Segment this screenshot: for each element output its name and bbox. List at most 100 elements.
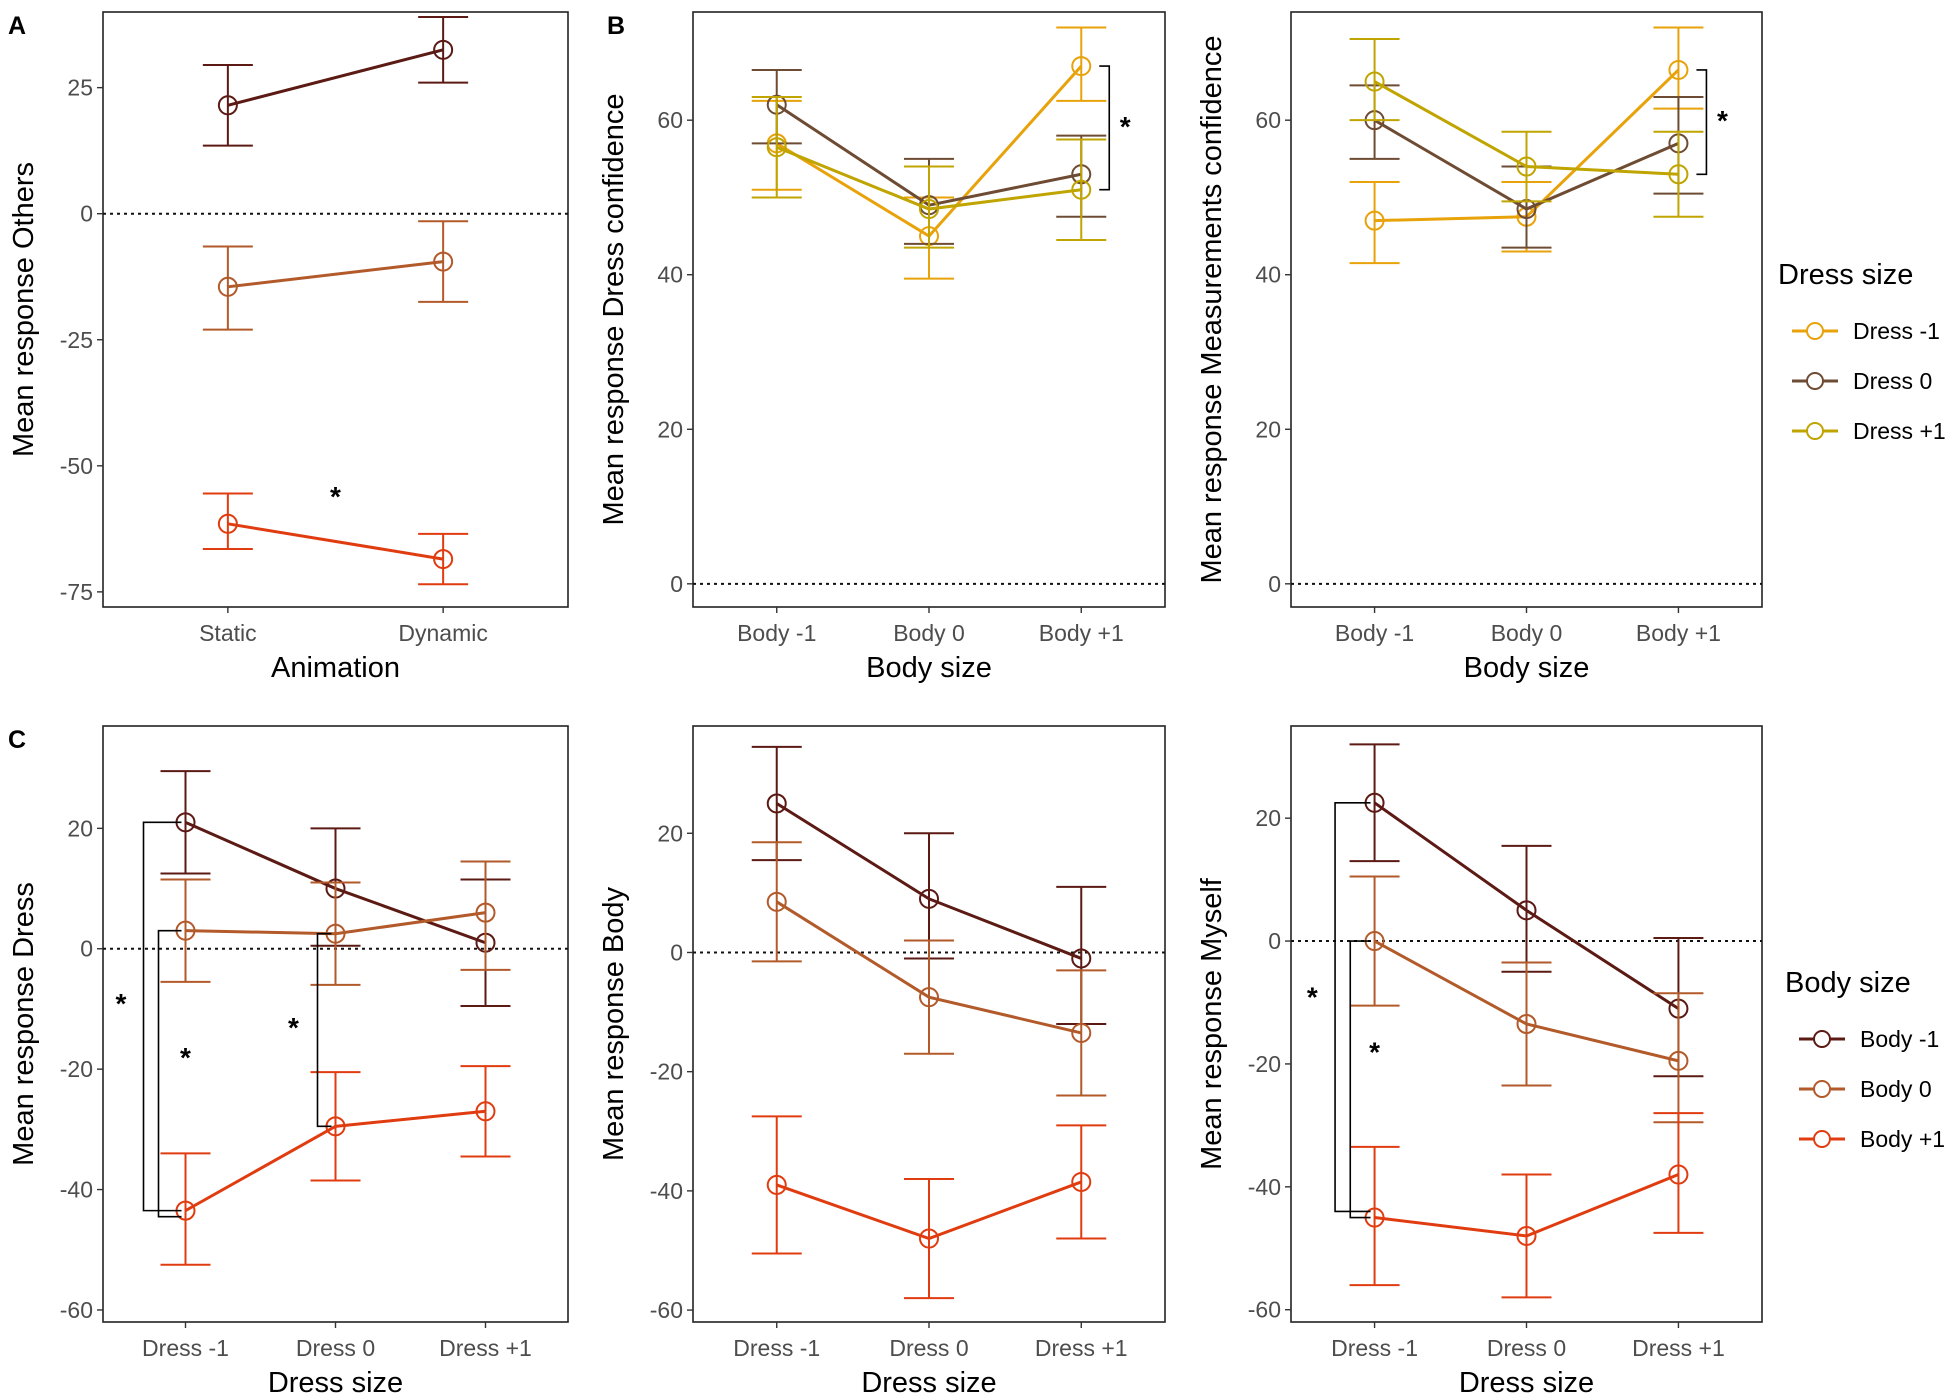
- series-body-1: [1349, 743, 1704, 1078]
- x-tick-label: Body +1: [1039, 620, 1124, 646]
- x-axis-title: Dress size: [268, 1367, 403, 1399]
- legend-label: Body -1: [1860, 1026, 1939, 1052]
- legend-key-marker: [1813, 1030, 1831, 1048]
- series-dress-1: [1349, 38, 1704, 218]
- data-point: [217, 95, 238, 116]
- series-body-1: [1349, 1112, 1704, 1299]
- data-point: [217, 513, 238, 534]
- significance-star: *: [1369, 1037, 1380, 1068]
- series-line: [227, 48, 444, 107]
- y-tick-label: 60: [1255, 107, 1281, 133]
- data-point: [919, 1228, 939, 1249]
- y-axis-title: Mean response Others: [8, 162, 40, 457]
- panel-label: B: [607, 12, 625, 40]
- series-body-1: [160, 1065, 511, 1266]
- x-tick-label: Dress -1: [1331, 1335, 1418, 1361]
- data-point: [1668, 164, 1689, 185]
- series-body-0: [160, 860, 511, 986]
- data-point: [1668, 1050, 1689, 1071]
- legend-title: Dress size: [1778, 259, 1913, 291]
- y-tick-label: -20: [60, 1056, 93, 1082]
- y-tick-label: -40: [60, 1177, 93, 1203]
- legend-item: Dress -1: [1792, 318, 1940, 344]
- data-point: [1364, 71, 1385, 92]
- data-point: [1516, 1225, 1537, 1246]
- data-point: [1516, 1014, 1537, 1034]
- y-tick-label: 20: [657, 416, 683, 442]
- data-point: [766, 891, 787, 912]
- x-tick-label: Dress +1: [1035, 1335, 1128, 1361]
- x-tick-label: Dress 0: [889, 1335, 968, 1361]
- y-tick-label: -40: [1248, 1174, 1281, 1200]
- data-point: [475, 1101, 496, 1122]
- x-tick-label: Dress -1: [142, 1335, 229, 1361]
- y-tick-label: 40: [657, 262, 683, 288]
- y-tick-label: 25: [67, 75, 93, 101]
- panel-c3: 20 0 -20 -40 -60 Dress -1 Dress 0 Dress +1 Dress…: [1196, 725, 1763, 1399]
- x-tick-label: Body -1: [1335, 620, 1414, 646]
- y-tick-label: -50: [60, 453, 93, 479]
- panel-c1: 20 0 -20 -40 -60 Dress -1 Dress 0 Dress +1 Dress…: [8, 725, 569, 1399]
- y-axis-title: Mean response Dress confidence: [598, 93, 630, 525]
- legend-key-marker: [1813, 1080, 1831, 1098]
- x-tick-label: Static: [199, 620, 257, 646]
- significance-bracket: [1334, 802, 1371, 1213]
- panel-b2: 60 40 20 0 Body -1 Body 0 Body +1 Body size Mean…: [1196, 11, 1763, 684]
- data-point: [766, 137, 787, 158]
- legend-key-marker: [1806, 322, 1824, 340]
- x-axis-title: Dress size: [861, 1367, 996, 1399]
- y-tick-label: -40: [650, 1178, 683, 1204]
- data-point: [1071, 948, 1092, 969]
- y-tick-label: 20: [1255, 416, 1281, 442]
- legend-key-marker: [1813, 1130, 1831, 1148]
- x-tick-label: Body -1: [737, 620, 816, 646]
- data-point: [1071, 179, 1092, 200]
- y-tick-label: -75: [60, 579, 93, 605]
- x-tick-label: Dynamic: [398, 620, 487, 646]
- panel-b1: 60 40 20 0 Body -1 Body 0 Body +1 Body size Mean…: [598, 11, 1166, 684]
- legend-label: Body 0: [1860, 1076, 1932, 1102]
- data-point: [766, 793, 787, 814]
- panel-frame: [102, 11, 569, 608]
- panel-a: 25 0 -25 -50 -75 Static Dynamic Animation Mean r…: [8, 11, 569, 684]
- legend-label: Dress 0: [1853, 368, 1932, 394]
- x-tick-label: Body +1: [1636, 620, 1721, 646]
- legend-label: Body +1: [1860, 1126, 1945, 1152]
- panel-label: C: [8, 726, 26, 754]
- y-tick-label: 0: [670, 939, 683, 965]
- y-axis-title: Mean response Myself: [1196, 877, 1228, 1170]
- panel-frame: [102, 725, 569, 1323]
- legend-item: Body 0: [1799, 1076, 1932, 1102]
- y-tick-label: -20: [1248, 1051, 1281, 1077]
- y-axis-title: Mean response Dress: [8, 882, 40, 1166]
- y-tick-label: 0: [1268, 571, 1281, 597]
- series-body-1: [202, 16, 469, 147]
- data-point: [1071, 1171, 1092, 1192]
- significance-star: *: [180, 1042, 191, 1073]
- data-point: [1668, 59, 1689, 80]
- legend-item: Dress +1: [1792, 418, 1946, 444]
- data-point: [1516, 156, 1537, 177]
- panel-frame: [1290, 11, 1763, 608]
- y-tick-label: 0: [80, 936, 93, 962]
- y-tick-label: -20: [650, 1059, 683, 1085]
- legend-key-marker: [1806, 422, 1824, 440]
- y-tick-label: 20: [657, 820, 683, 846]
- y-tick-label: 40: [1255, 262, 1281, 288]
- significance-star: *: [288, 1012, 299, 1043]
- legend-title: Body size: [1785, 967, 1911, 999]
- series-body-0: [751, 841, 1107, 1097]
- data-point: [433, 39, 454, 60]
- data-point: [1071, 1022, 1092, 1043]
- significance-bracket: [1349, 940, 1371, 1219]
- x-tick-label: Dress +1: [1632, 1335, 1725, 1361]
- y-tick-label: 0: [1268, 928, 1281, 954]
- y-axis-title: Mean response Measurements confidence: [1196, 35, 1228, 583]
- y-tick-label: -60: [1248, 1297, 1281, 1323]
- x-axis-title: Body size: [866, 652, 992, 684]
- significance-bracket: [157, 929, 182, 1218]
- data-point: [919, 987, 939, 1008]
- y-tick-label: -60: [60, 1297, 93, 1323]
- significance-bracket: [1099, 65, 1111, 191]
